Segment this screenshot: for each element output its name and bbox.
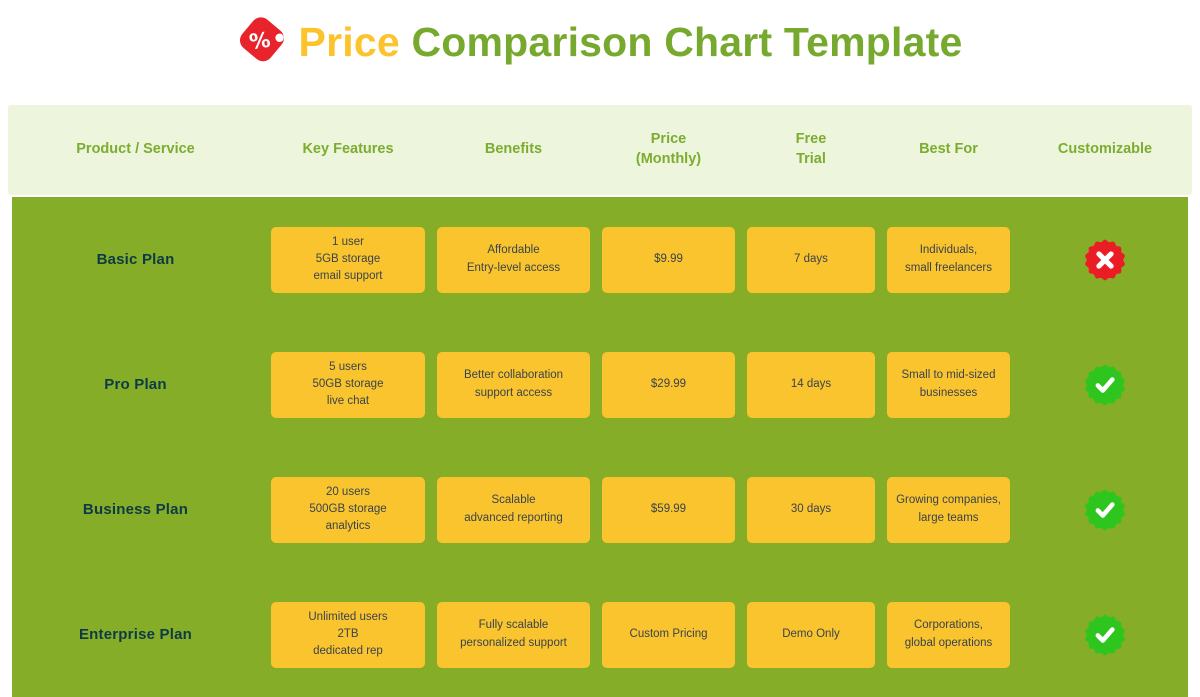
cross-badge-icon [1022,239,1188,281]
svg-text:%: % [247,27,271,54]
check-badge-icon [1022,614,1188,656]
header-benefits: Benefits [484,141,543,158]
table-row: Business Plan 20 users 500GB storage ana… [12,447,1188,572]
benefits-cell: Scalable advanced reporting [437,476,590,543]
benefits-cell: Better collaboration support access [437,351,590,418]
page-title: % Price Comparison Chart Template [0,10,1200,74]
plan-name: Pro Plan [104,376,167,393]
price-cell: Custom Pricing [602,601,735,668]
header-customizable: Customizable [1057,141,1153,158]
benefits-cell: Fully scalable personalized support [437,601,590,668]
key-features-cell: 5 users 50GB storage live chat [271,351,425,418]
plan-name: Basic Plan [96,251,175,268]
best-for-cell: Corporations, global operations [887,601,1010,668]
table-header: Product / Service Key Features Benefits … [8,105,1192,195]
table-row: Pro Plan 5 users 50GB storage live chat … [12,322,1188,447]
page-title-text: Price Comparison Chart Template [298,18,963,65]
header-product-service: Product / Service [76,141,195,158]
price-cell: $29.99 [602,351,735,418]
price-cell: $9.99 [602,226,735,293]
check-badge-icon [1022,364,1188,406]
header-best-for: Best For [919,141,978,158]
title-word-rest: Comparison Chart Template [411,18,963,65]
header-key-features: Key Features [302,141,394,158]
table-row: Enterprise Plan Unlimited users 2TB dedi… [12,572,1188,697]
free-trial-cell: 30 days [747,476,875,543]
plan-name: Business Plan [82,501,189,518]
header-price-monthly: Price (Monthly) [635,131,702,167]
price-tag-icon: % [238,14,286,71]
benefits-cell: Affordable Entry-level access [437,226,590,293]
check-badge-icon [1022,489,1188,531]
free-trial-cell: Demo Only [747,601,875,668]
key-features-cell: Unlimited users 2TB dedicated rep [271,601,425,668]
best-for-cell: Growing companies, large teams [887,476,1010,543]
table-row: Basic Plan 1 user 5GB storage email supp… [12,197,1188,322]
free-trial-cell: 14 days [747,351,875,418]
header-free-trial: Free Trial [795,131,827,167]
title-word-price: Price [298,18,400,65]
free-trial-cell: 7 days [747,226,875,293]
best-for-cell: Small to mid-sized businesses [887,351,1010,418]
key-features-cell: 20 users 500GB storage analytics [271,476,425,543]
best-for-cell: Individuals, small freelancers [887,226,1010,293]
price-cell: $59.99 [602,476,735,543]
plan-name: Enterprise Plan [78,626,193,643]
key-features-cell: 1 user 5GB storage email support [271,226,425,293]
table-body: Basic Plan 1 user 5GB storage email supp… [12,197,1188,697]
